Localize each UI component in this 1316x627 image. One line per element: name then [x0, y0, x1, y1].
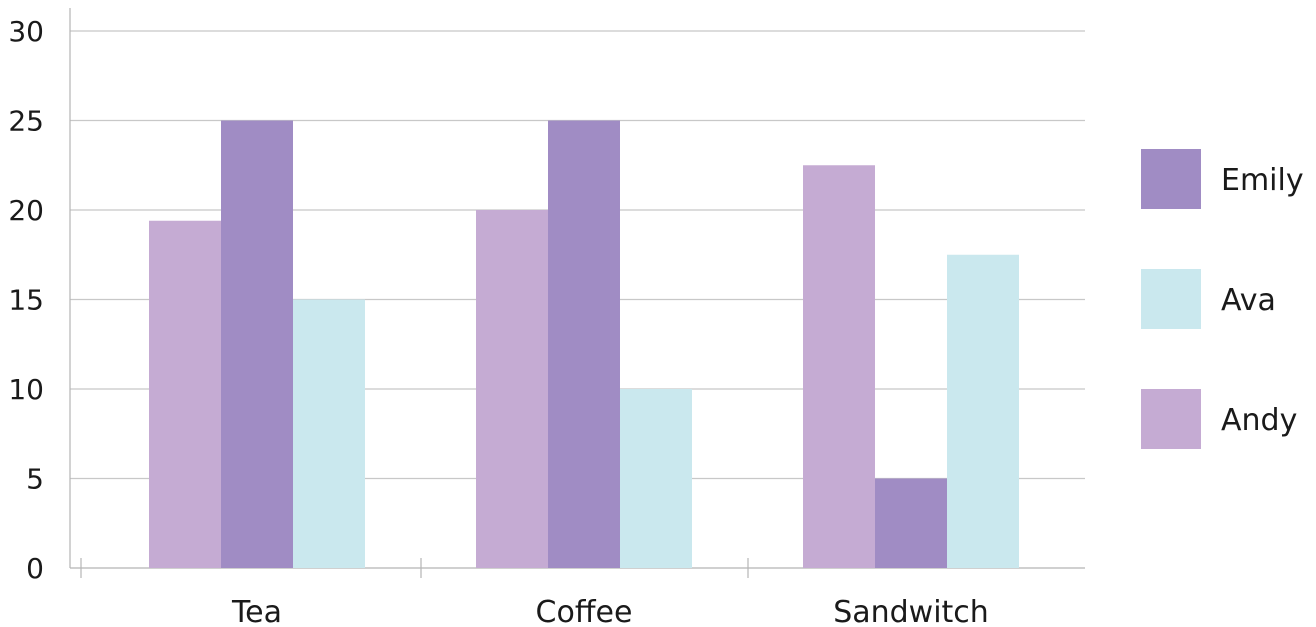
y-tick-label: 5: [26, 463, 44, 496]
legend: Emily Ava Andy: [1141, 149, 1304, 449]
y-tick-labels: 0 5 10 15 20 25 30: [8, 15, 44, 585]
y-tick-label: 30: [8, 15, 44, 48]
legend-swatch-andy: [1141, 389, 1201, 449]
y-tick-label: 20: [8, 194, 44, 227]
y-tick-label: 0: [26, 552, 44, 585]
bar-andy-tea: [149, 220, 221, 569]
bar-ava-sandwitch: [947, 254, 1019, 568]
legend-swatch-emily: [1141, 149, 1201, 209]
y-tick-label: 15: [8, 284, 44, 317]
x-tick-labels: Tea Coffee Sandwitch: [231, 595, 989, 627]
y-tick-label: 10: [8, 373, 44, 406]
bar-emily-coffee: [548, 120, 620, 568]
bar-andy-coffee: [476, 210, 548, 568]
bar-ava-coffee: [620, 389, 692, 568]
x-tick-label: Coffee: [536, 595, 633, 627]
bar-andy-sandwitch: [803, 165, 875, 568]
bars: [149, 120, 1019, 569]
bar-emily-sandwitch: [875, 478, 947, 568]
y-tick-label: 25: [8, 105, 44, 138]
legend-label-ava: Ava: [1221, 283, 1276, 318]
x-tick-label: Sandwitch: [833, 595, 989, 627]
legend-label-andy: Andy: [1221, 403, 1297, 438]
bar-ava-tea: [293, 299, 365, 568]
bar-emily-tea: [221, 120, 293, 568]
legend-label-emily: Emily: [1221, 163, 1304, 198]
x-tick-label: Tea: [231, 595, 282, 627]
legend-swatch-ava: [1141, 269, 1201, 329]
